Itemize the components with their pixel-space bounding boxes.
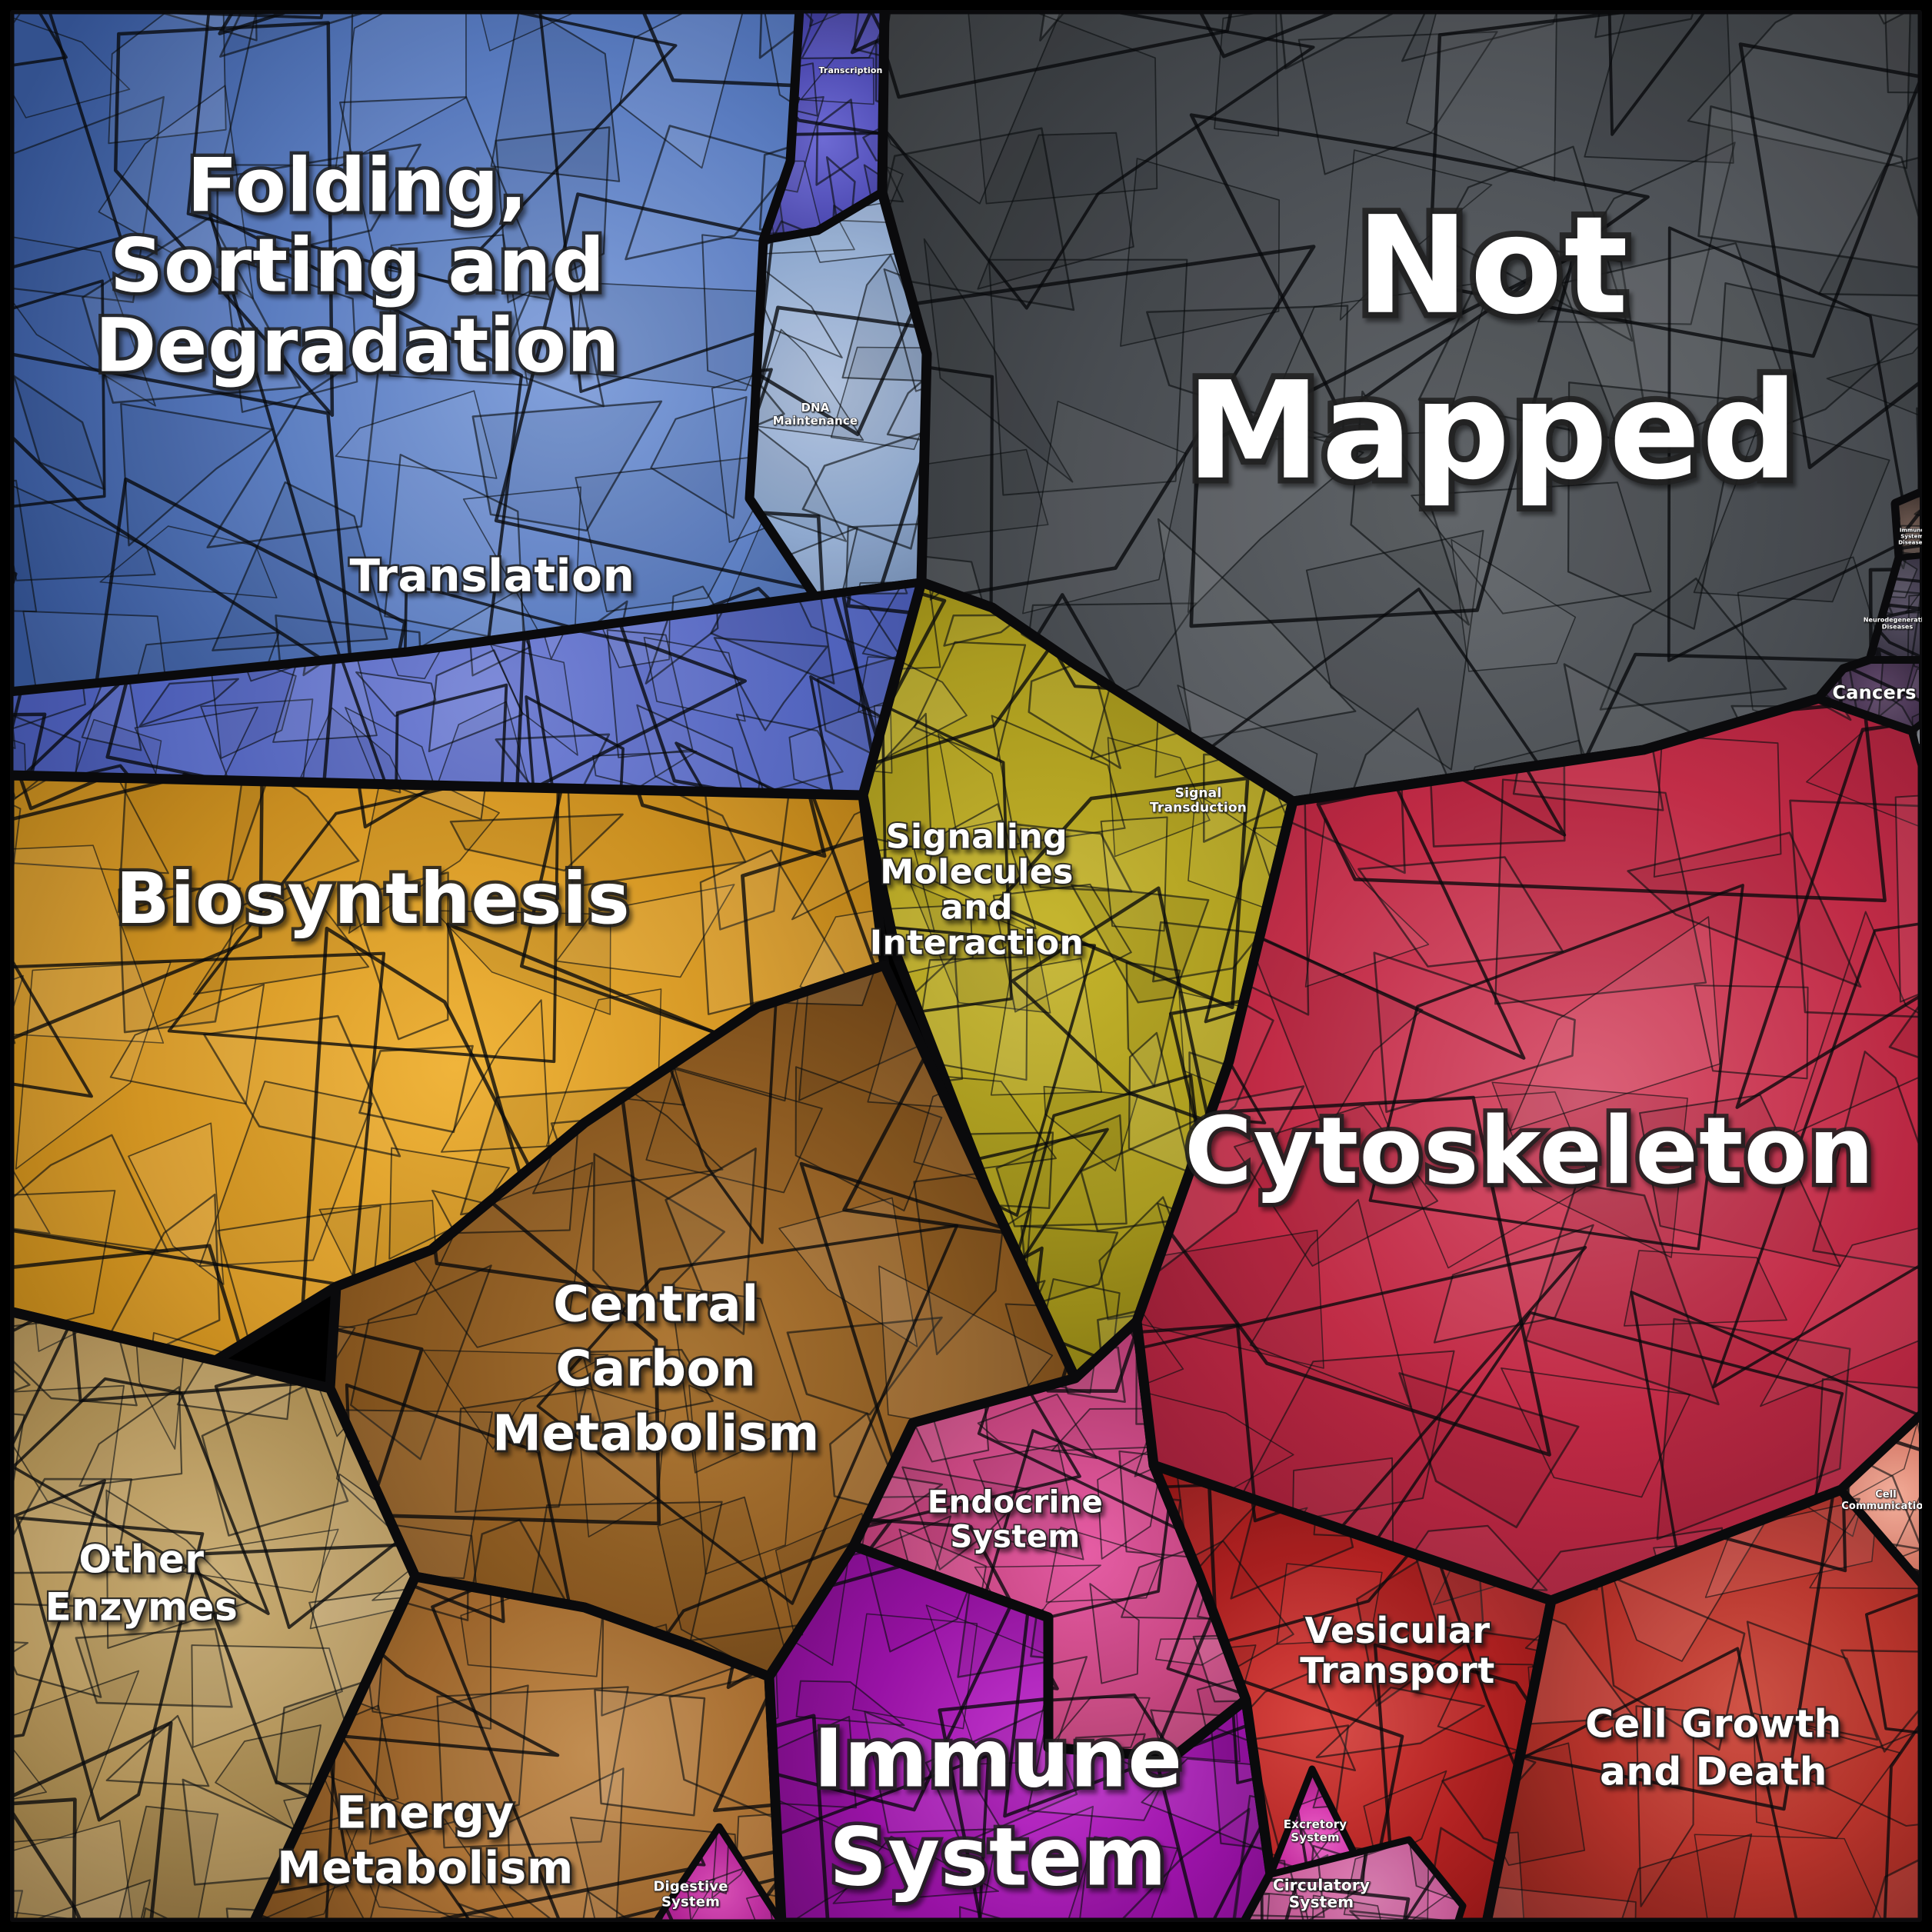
label-line: Sorting and	[110, 223, 605, 309]
label-line: Signal	[1175, 785, 1222, 801]
label-line: Metabolism	[277, 1841, 574, 1894]
label-line: System	[829, 1810, 1167, 1904]
label-line: Cytoskeleton	[1184, 1098, 1875, 1205]
region-label-digestive: Digestive System	[653, 1878, 728, 1910]
region-label-central-carbon: Central Carbon Metabolism	[492, 1276, 820, 1462]
label-line: Biosynthesis	[115, 858, 630, 940]
region-label-translation: Translation	[350, 549, 635, 601]
label-line: and	[941, 888, 1013, 927]
label-line: Carbon	[556, 1341, 757, 1397]
region-label-cancers: Cancers	[1832, 681, 1916, 703]
region-label-excretory: Excretory System	[1284, 1817, 1347, 1844]
label-line: Other	[78, 1537, 204, 1582]
label-line: Cell	[1875, 1489, 1897, 1501]
label-line: Mapped	[1186, 354, 1799, 510]
label-line: Enzymes	[45, 1585, 238, 1630]
region-label-cell-communication: Cell Communication	[1841, 1489, 1930, 1512]
label-line: Folding,	[187, 143, 528, 229]
label-line: Energy	[336, 1786, 515, 1838]
label-line: Signaling	[886, 817, 1068, 856]
region-label-neurodegenerative-diseases: Neurodegenerative Diseases	[1864, 616, 1932, 630]
label-line: Metabolism	[492, 1405, 820, 1462]
region-label-endocrine: Endocrine System	[928, 1485, 1103, 1555]
label-line: Circulatory	[1273, 1876, 1370, 1894]
region-label-vesicular: Vesicular Transport	[1300, 1610, 1495, 1691]
label-line: Interaction	[870, 923, 1084, 962]
region-label-signaling-1: Signal Transduction	[1150, 785, 1247, 815]
label-line: System	[950, 1520, 1080, 1555]
label-line: Diseases	[1898, 539, 1926, 545]
label-line: DNA	[801, 401, 829, 415]
label-line: Communication	[1841, 1501, 1930, 1512]
label-line: Molecules	[880, 852, 1073, 891]
region-label-biosynthesis: Biosynthesis	[115, 858, 630, 940]
label-line: Immune	[814, 1711, 1183, 1805]
label-line: System	[1289, 1893, 1354, 1911]
label-line: Excretory	[1284, 1817, 1347, 1831]
label-line: Not	[1356, 188, 1630, 345]
region-label-signaling: Signaling Molecules and Interaction	[870, 817, 1084, 962]
label-line: Diseases	[1882, 623, 1914, 630]
region-label-other-enzymes: Other Enzymes	[45, 1537, 238, 1630]
label-line: and Death	[1600, 1750, 1827, 1794]
region-label-energy-metabolism: Energy Metabolism	[277, 1786, 574, 1894]
label-line: Transcription	[819, 65, 883, 75]
region-label-cytoskeleton: Cytoskeleton	[1184, 1098, 1875, 1205]
label-line: Neurodegenerative	[1864, 616, 1932, 623]
region-label-transcription: Transcription	[819, 65, 883, 75]
label-line: System	[1900, 533, 1924, 539]
label-line: Cancers	[1832, 681, 1916, 703]
region-label-immune: Immune System	[814, 1711, 1183, 1904]
region-label-immune-system-diseases: Immune System Diseases	[1898, 527, 1926, 545]
region-label-dna-maintenance: DNA Maintenance	[773, 401, 858, 428]
label-line: Central	[553, 1276, 759, 1333]
region-label-circulatory: Circulatory System	[1273, 1876, 1370, 1911]
label-line: Endocrine	[928, 1485, 1103, 1521]
label-line: Vesicular	[1304, 1610, 1490, 1651]
region-label-folding: Folding, Sorting and Degradation	[95, 143, 621, 389]
label-line: System	[661, 1894, 720, 1910]
label-line: Translation	[350, 549, 635, 601]
label-line: Degradation	[95, 303, 621, 389]
region-other-enzymes	[9, 1311, 415, 1923]
label-line: Digestive	[653, 1878, 728, 1894]
label-line: System	[1291, 1830, 1339, 1844]
label-line: Transduction	[1150, 800, 1247, 815]
region-label-cell-growth: Cell Growth and Death	[1585, 1702, 1842, 1794]
region-label-not-mapped: Not Mapped	[1186, 188, 1799, 510]
label-line: Immune	[1900, 527, 1925, 533]
label-line: Transport	[1300, 1650, 1495, 1691]
label-line: Maintenance	[773, 414, 858, 428]
label-line: Cell Growth	[1585, 1702, 1842, 1747]
